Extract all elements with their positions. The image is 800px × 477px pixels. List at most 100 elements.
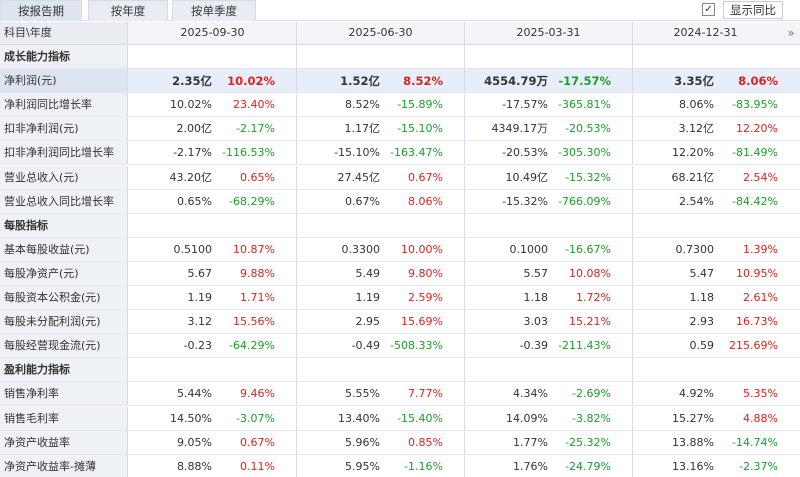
value-cell: 2.54%	[679, 194, 714, 208]
show-yoy-button[interactable]: 显示同比	[723, 1, 783, 19]
yoy-change-cell: -64.29%	[229, 339, 275, 353]
row-label: 营业总收入(元)	[0, 165, 128, 189]
value-cell: 12.20%	[672, 146, 714, 160]
yoy-change-cell: 23.40%	[233, 98, 275, 112]
yoy-change-cell: 9.46%	[240, 387, 275, 401]
value-cell: 9.05%	[177, 435, 212, 449]
yoy-change-cell: 215.69%	[729, 339, 778, 353]
value-cell: -0.23	[183, 339, 212, 353]
yoy-change-cell: 15.56%	[233, 315, 275, 329]
tab-by-report-period[interactable]: 按报告期	[0, 0, 82, 21]
value-cell: 1.77%	[513, 435, 548, 449]
next-period-icon[interactable]: »	[787, 26, 795, 40]
table-row: 销售毛利率 14.50% -3.07% 13.40% -15.40% 14.09% -3.8…	[0, 406, 800, 431]
tab-by-year[interactable]: 按年度	[88, 0, 168, 21]
section-label: 每股指标	[0, 213, 128, 237]
yoy-change-cell: -3.07%	[236, 411, 275, 425]
yoy-change-cell: -83.95%	[732, 98, 778, 112]
value-cell: 0.1000	[509, 242, 549, 256]
row-label: 净利润同比增长率	[0, 93, 128, 117]
value-cell: 14.50%	[170, 411, 212, 425]
yoy-change-cell: 5.35%	[743, 387, 778, 401]
value-cell: 1.19	[187, 291, 213, 304]
row-label: 扣非净利润(元)	[0, 117, 128, 141]
yoy-change-cell: 7.77%	[408, 387, 443, 401]
value-cell: 5.67	[187, 266, 213, 280]
value-cell: 0.67%	[345, 194, 380, 208]
row-label: 每股未分配利润(元)	[0, 310, 128, 334]
yoy-change-cell: 10.08%	[569, 266, 611, 280]
yoy-change-cell: 0.67%	[408, 170, 443, 184]
value-cell: 68.21亿	[671, 170, 715, 184]
yoy-change-cell: -15.10%	[397, 122, 443, 136]
yoy-change-cell: -20.53%	[565, 122, 611, 136]
date-header-2024-12-31[interactable]: 2024-12-31	[673, 26, 738, 39]
value-cell: 2.95	[355, 315, 381, 329]
value-cell: 5.55%	[345, 387, 380, 401]
section-label: 成长能力指标	[0, 45, 128, 68]
yoy-change-cell: -25.32%	[565, 435, 611, 449]
value-cell: 27.45亿	[337, 170, 381, 184]
row-label: 营业总收入同比增长率	[0, 189, 128, 213]
yoy-change-cell: 0.67%	[240, 435, 275, 449]
value-cell: 5.57	[523, 266, 549, 280]
yoy-change-cell: -14.74%	[732, 435, 778, 449]
value-cell: 3.12	[187, 315, 213, 329]
yoy-change-cell: 10.02%	[227, 74, 275, 89]
yoy-change-cell: -116.53%	[222, 146, 275, 160]
value-cell: 3.35亿	[674, 74, 714, 89]
yoy-change-cell: 2.54%	[743, 170, 778, 184]
value-cell: 0.3300	[341, 242, 381, 256]
row-label: 基本每股收益(元)	[0, 237, 128, 261]
value-cell: 0.65%	[177, 194, 212, 208]
value-cell: 13.40%	[338, 411, 380, 425]
yoy-change-cell: -211.43%	[558, 339, 611, 353]
value-cell: 4.92%	[679, 387, 714, 401]
yoy-change-cell: 10.00%	[401, 242, 443, 256]
date-header-2025-03-31[interactable]: 2025-03-31	[516, 26, 581, 39]
show-yoy-checkbox[interactable]: ✓	[702, 3, 715, 16]
tab-by-quarter[interactable]: 按单季度	[172, 0, 256, 21]
row-label: 净资产收益率	[0, 430, 128, 454]
yoy-change-cell: 15.69%	[401, 315, 443, 329]
value-cell: 1.17亿	[344, 122, 381, 136]
yoy-change-cell: 10.87%	[233, 242, 275, 256]
yoy-change-cell: -15.32%	[565, 170, 611, 184]
table-row: 净利润(元) 2.35亿 10.02% 1.52亿 8.52% 4554.79万 -17.5…	[0, 69, 800, 94]
yoy-change-cell: 2.59%	[408, 291, 443, 304]
value-cell: 2.93	[689, 315, 715, 329]
value-cell: 14.09%	[506, 411, 548, 425]
yoy-change-cell: -1.16%	[404, 459, 443, 473]
section-header-row: 每股指标	[0, 213, 800, 238]
yoy-change-cell: -766.09%	[558, 194, 611, 208]
value-cell: 5.49	[355, 266, 381, 280]
yoy-change-cell: -15.89%	[397, 98, 443, 112]
table-row: 营业总收入同比增长率 0.65% -68.29% 0.67% 8.06% -15.32% -…	[0, 189, 800, 214]
value-cell: 1.76%	[513, 459, 548, 473]
value-cell: 10.02%	[170, 98, 212, 112]
date-header-2025-06-30[interactable]: 2025-06-30	[348, 26, 413, 39]
section-label: 盈利能力指标	[0, 358, 128, 382]
row-label: 销售净利率	[0, 382, 128, 406]
yoy-change-cell: -3.82%	[572, 411, 611, 425]
yoy-change-cell: -305.30%	[558, 146, 611, 160]
yoy-change-cell: 9.80%	[408, 266, 443, 280]
value-cell: 2.00亿	[176, 122, 213, 136]
value-cell: -20.53%	[502, 146, 548, 160]
value-cell: 3.03	[523, 315, 549, 329]
table-row: 每股经营现金流(元) -0.23 -64.29% -0.49 -508.33% -0.39…	[0, 334, 800, 359]
table-row: 净利润同比增长率 10.02% 23.40% 8.52% -15.89% -17.57% -…	[0, 93, 800, 118]
value-cell: 4349.17万	[491, 122, 549, 136]
yoy-change-cell: 16.73%	[736, 315, 778, 329]
yoy-change-cell: -84.42%	[732, 194, 778, 208]
value-cell: 5.96%	[345, 435, 380, 449]
section-header-row: 盈利能力指标	[0, 358, 800, 383]
yoy-change-cell: -365.81%	[558, 98, 611, 112]
row-label: 扣非净利润同比增长率	[0, 141, 128, 165]
date-header-2025-09-30[interactable]: 2025-09-30	[180, 26, 245, 39]
table-row: 营业总收入(元) 43.20亿 0.65% 27.45亿 0.67% 10.49亿 -15.…	[0, 165, 800, 190]
yoy-change-cell: 4.88%	[743, 411, 778, 425]
yoy-change-cell: 12.20%	[736, 122, 778, 136]
yoy-change-cell: -16.67%	[565, 242, 611, 256]
row-label: 销售毛利率	[0, 406, 128, 430]
